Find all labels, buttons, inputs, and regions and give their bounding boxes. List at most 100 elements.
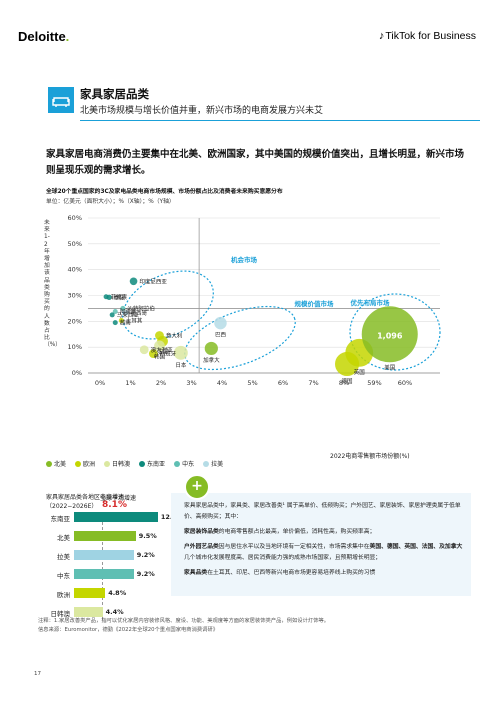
bubble-label: 法国 bbox=[157, 348, 169, 356]
bubble-西班牙 bbox=[148, 349, 158, 359]
bubble-美国 bbox=[361, 306, 418, 363]
bubble-加拿大 bbox=[204, 341, 218, 356]
legend-item: 欧洲 bbox=[75, 459, 95, 468]
section-title: 家具家居品类 bbox=[80, 87, 149, 101]
growth-bar-value: 9.2% bbox=[136, 570, 155, 578]
growth-bar-label: 北美 bbox=[57, 534, 70, 542]
bubble-印度尼西亚 bbox=[129, 277, 138, 286]
bubble-label: 泰国 bbox=[114, 293, 126, 301]
legend-swatch bbox=[75, 460, 82, 467]
section-divider bbox=[80, 120, 480, 121]
y-tick-label: 10% bbox=[68, 343, 82, 351]
bubble-label: 德国 bbox=[342, 377, 354, 385]
x-tick-label: 2% bbox=[156, 379, 166, 387]
insight-box bbox=[171, 493, 471, 596]
legend-swatch bbox=[203, 460, 210, 467]
y-tick-label: 40% bbox=[68, 266, 82, 274]
legend-swatch bbox=[46, 460, 52, 467]
zone-opportunity bbox=[122, 270, 214, 340]
legend-item: 北美 bbox=[46, 459, 66, 468]
bubble-label: 沙特阿拉伯 bbox=[127, 304, 155, 312]
page-number: 17 bbox=[34, 671, 41, 677]
growth-title: 家具家居品类各地区电商增速 （2022−2026E） bbox=[46, 494, 125, 510]
growth-bar-value: 4.4% bbox=[105, 608, 124, 616]
growth-bar bbox=[74, 569, 134, 579]
growth-bar-label: 中东 bbox=[57, 572, 70, 580]
bubble-label: 澳大利亚 bbox=[151, 346, 174, 354]
tiktok-logo: ♪TikTok for Business bbox=[378, 30, 476, 42]
bubble-label: 菲律宾 bbox=[111, 293, 128, 301]
bubble-label: 墨西哥 bbox=[131, 310, 148, 317]
x-tick-label: 1% bbox=[125, 379, 135, 387]
bubble-label: 越南 bbox=[120, 319, 132, 327]
legend-item: 东南亚 bbox=[139, 459, 165, 468]
legend-swatch bbox=[139, 460, 146, 467]
bubble-巴西 bbox=[214, 316, 227, 330]
bubble-沙特阿拉伯 bbox=[120, 305, 126, 311]
growth-bar-value: 4.8% bbox=[108, 589, 127, 597]
legend-item: 中东 bbox=[174, 459, 194, 468]
bubble-墨西哥 bbox=[123, 310, 129, 316]
growth-bar-label: 东南亚 bbox=[50, 515, 71, 523]
bubble-label: 马来西亚 bbox=[117, 311, 140, 319]
bubble-土耳其 bbox=[118, 318, 124, 324]
bubble-label: 印度尼西亚 bbox=[139, 277, 167, 285]
chart-legend: 北美 欧洲 日韩澳 东南亚 中东 拉美 bbox=[46, 459, 223, 468]
us-value-label: 1,096 bbox=[377, 331, 403, 340]
y-tick-label: 30% bbox=[68, 292, 82, 300]
zone-label: 机会市场 bbox=[231, 255, 258, 264]
zone-label: 规模价值市场 bbox=[295, 299, 335, 308]
x-tick-label: 3% bbox=[186, 379, 196, 387]
bubble-阿联酋 bbox=[112, 309, 118, 315]
bubble-label: 英国 bbox=[354, 368, 366, 376]
x-axis-title: 2022电商零售额市场份额(%) bbox=[330, 453, 410, 460]
growth-bar bbox=[74, 607, 103, 617]
bubble-泰国 bbox=[106, 294, 112, 301]
insight-text: 家具家居品类中，家具类、家居改善类¹ 属于高单价、低频购买；户外园艺、家居装饰、… bbox=[184, 503, 463, 576]
tiktok-note-icon: ♪ bbox=[378, 30, 385, 42]
x-tick-label: 4% bbox=[217, 379, 227, 387]
bubble-label: 西班牙 bbox=[160, 350, 177, 358]
growth-bar bbox=[74, 531, 136, 541]
zone-scale-value bbox=[184, 305, 296, 371]
bubble-韩国 bbox=[154, 340, 165, 352]
y-tick-label: 0% bbox=[72, 369, 82, 377]
legend-swatch bbox=[104, 460, 111, 467]
footnote: 注释：1.家居改善类产品，指可以优化家居内容装修风格、度设、功能、美观度等方面的… bbox=[38, 618, 330, 633]
headline: 家具家居电商消费仍主要集中在北美、欧洲国家，其中美国的规模价值突出，且增长明显，… bbox=[46, 149, 465, 176]
avg-growth-label: 全球平均增速 bbox=[100, 495, 137, 502]
legend-swatch bbox=[174, 460, 181, 467]
plus-icon: + bbox=[184, 474, 210, 500]
section-subtitle: 北美市场规模与增长价值并重，新兴市场的电商发展方兴未艾 bbox=[80, 106, 324, 116]
bubble-label: 意大利 bbox=[166, 332, 183, 340]
x-tick-label: 59% bbox=[367, 379, 381, 387]
y-tick-label: 20% bbox=[68, 317, 82, 325]
x-tick-label: 6% bbox=[278, 379, 288, 387]
bubble-label: 日本 bbox=[175, 361, 187, 369]
growth-bar-label: 拉美 bbox=[57, 553, 70, 561]
avg-growth-value: 8.1% bbox=[102, 500, 127, 510]
chart-unit: 单位：亿美元（面积大小）；%（X轴）；%（Y轴） bbox=[46, 199, 175, 205]
zone-label: 优先布局市场 bbox=[351, 298, 391, 307]
bubble-澳大利亚 bbox=[139, 345, 149, 355]
growth-bar-label: 欧洲 bbox=[57, 591, 70, 599]
bubble-label: 巴西 bbox=[215, 331, 227, 338]
bubble-label: 韩国 bbox=[154, 352, 166, 360]
growth-bar-value: 9.5% bbox=[138, 532, 157, 540]
y-tick-label: 60% bbox=[68, 214, 82, 222]
bubble-label: 阿联酋 bbox=[120, 308, 137, 316]
bubble-越南 bbox=[112, 320, 118, 326]
legend-item: 拉美 bbox=[203, 459, 223, 468]
bubble-日本 bbox=[173, 345, 188, 360]
bubble-label: 加拿大 bbox=[203, 356, 220, 364]
bubble-label: 土耳其 bbox=[126, 317, 143, 325]
bubble-chart: 0% 10% 20% 30% 40% 50% 60% 0% 1% 2% 3% 4% 5% 6% 7% 8% 59… bbox=[68, 214, 441, 387]
zone-priority bbox=[349, 293, 441, 371]
growth-bar bbox=[74, 588, 106, 598]
growth-bar bbox=[74, 550, 134, 560]
growth-bar bbox=[74, 512, 158, 522]
chart-title: 全球20个重点国家的3C及家电品类电商市场规模、市场份额占比及消费者未来购买意愿… bbox=[46, 189, 283, 195]
growth-bar-label: 日韩澳 bbox=[50, 610, 71, 618]
x-tick-label: 8% bbox=[339, 379, 349, 387]
bubble-马来西亚 bbox=[109, 312, 115, 318]
